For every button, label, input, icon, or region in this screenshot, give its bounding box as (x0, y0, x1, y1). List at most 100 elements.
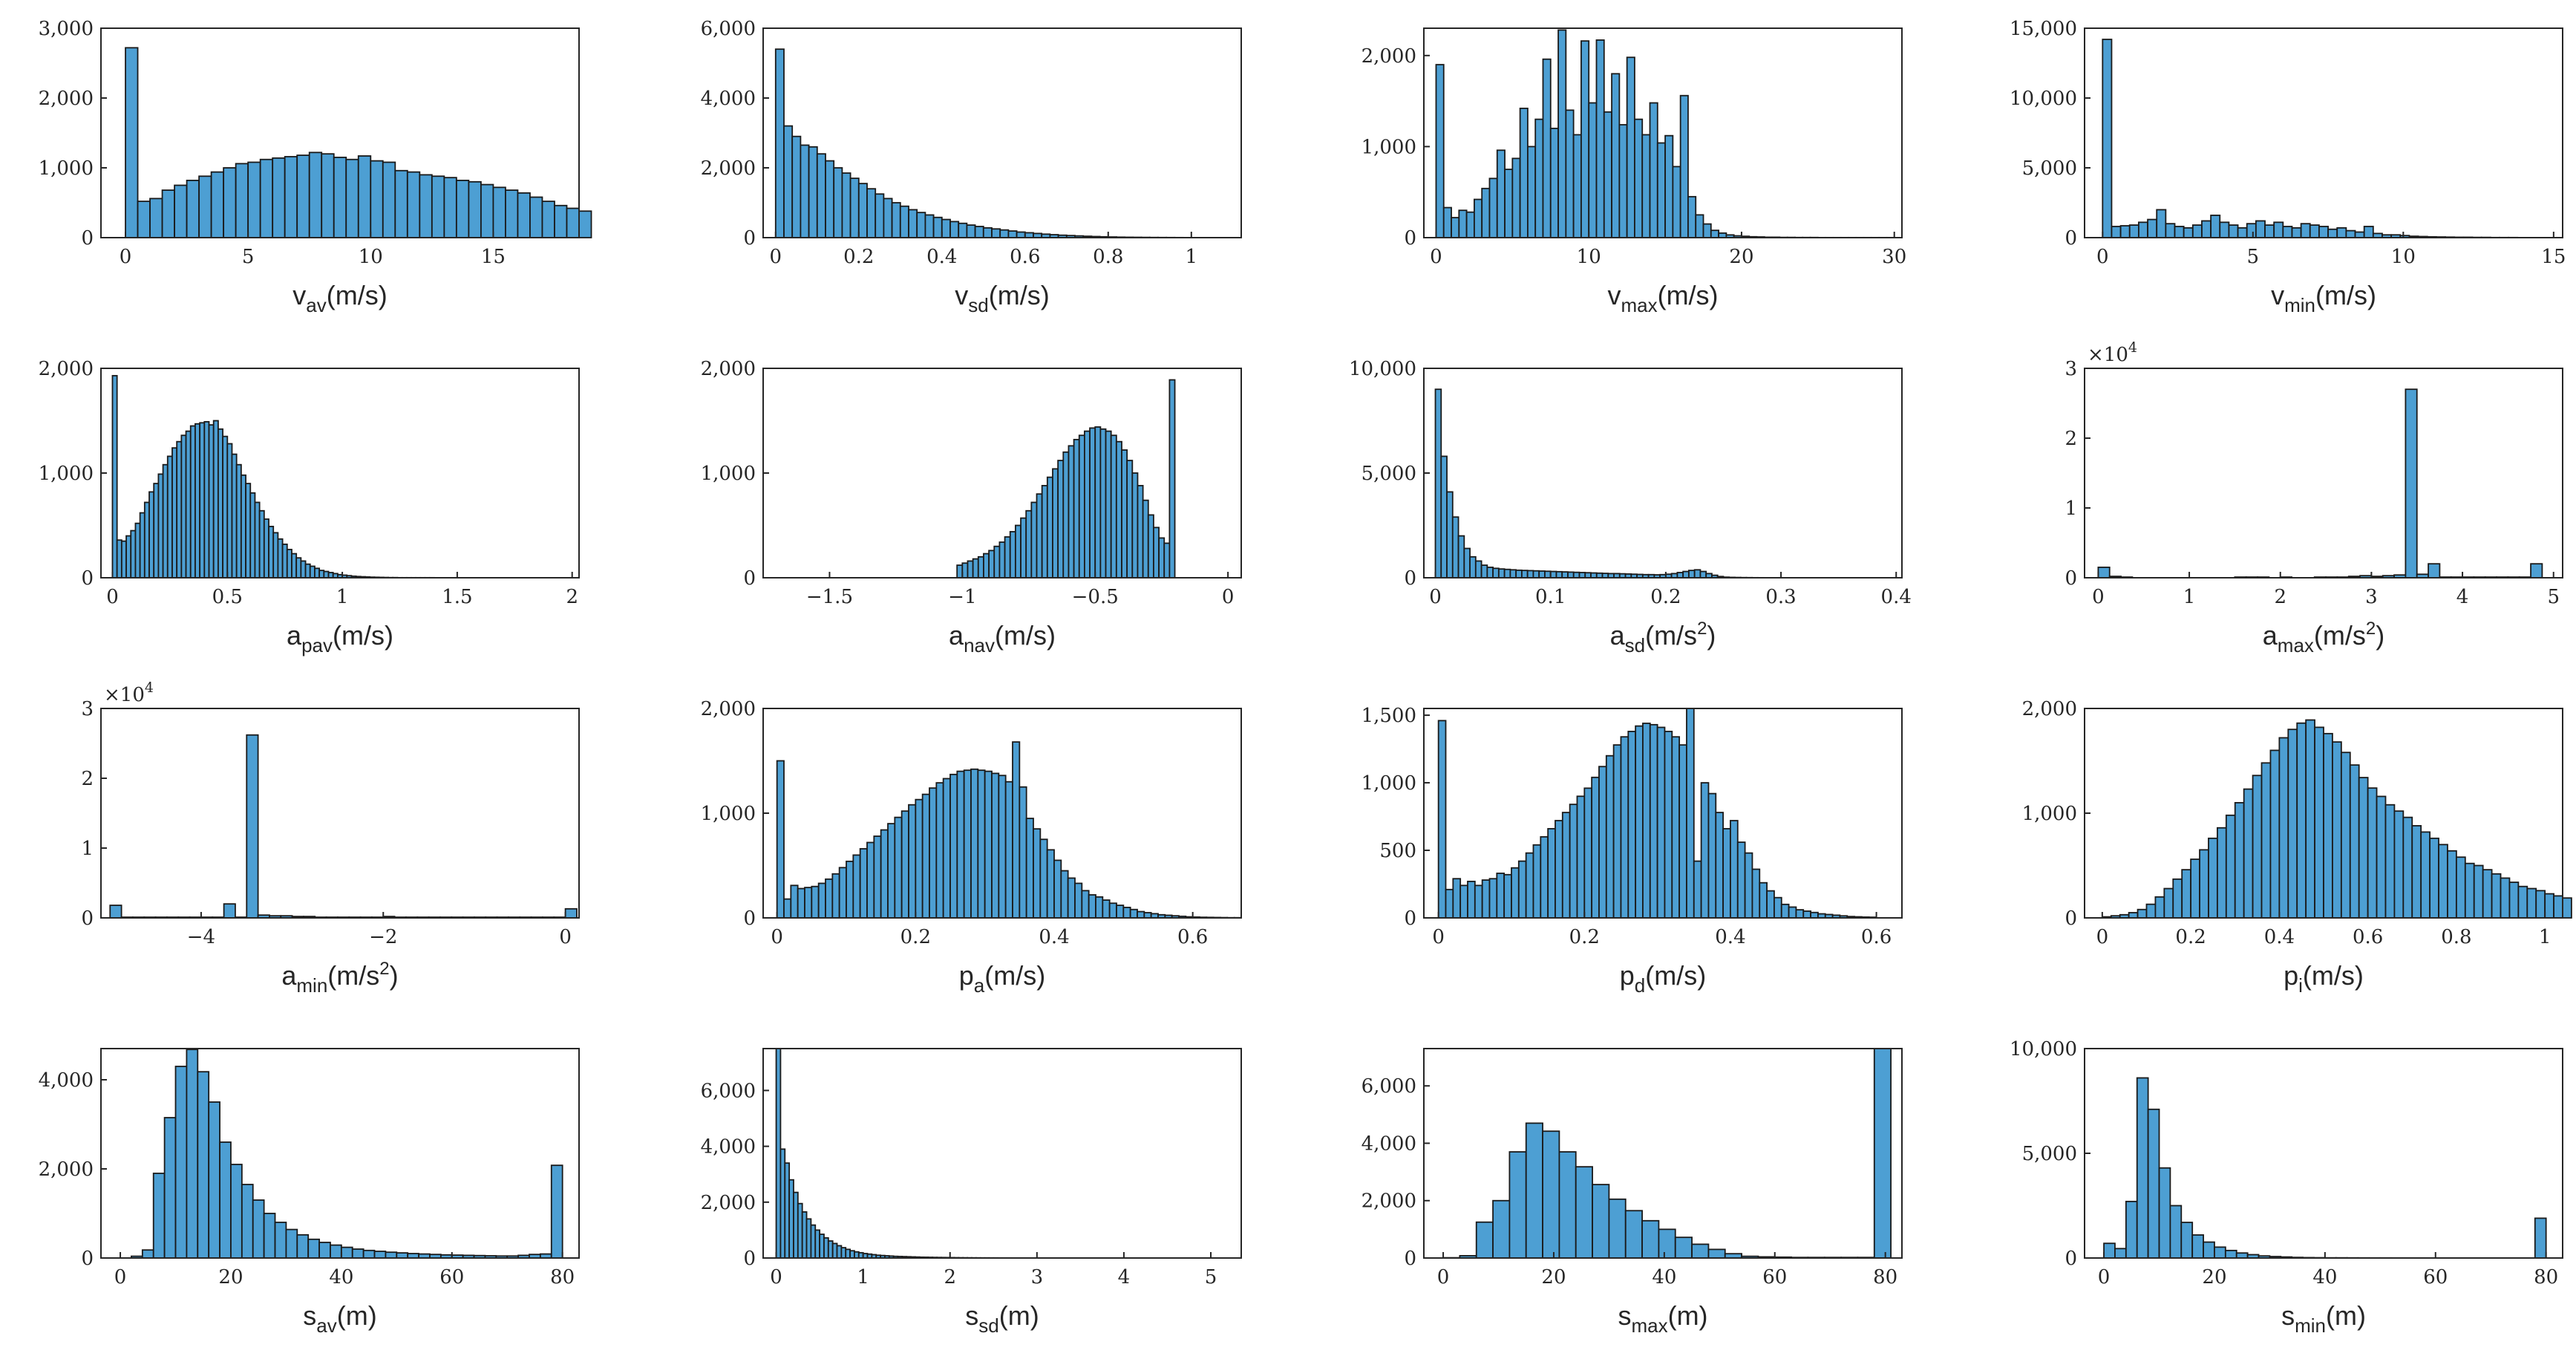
y-tick-label: 1,000 (2022, 803, 2077, 825)
histogram-panel-12: 0 20 40 60 80 0 2,000 4,000 sav(m) (39, 1048, 580, 1337)
histogram-panel-9: 0 0.2 0.4 0.6 0 1,000 2,000 pa(m/s) (701, 698, 1242, 997)
histogram-bar (116, 539, 122, 579)
y-tick-label: 4,000 (1361, 1132, 1416, 1155)
histogram-bar (1624, 1210, 1643, 1259)
histogram-bar (1014, 524, 1021, 579)
histogram-bar (194, 423, 201, 579)
histogram-bar (1538, 570, 1546, 579)
x-axis-label: pd(m/s) (1620, 960, 1706, 997)
x-tick-label: 0 (1429, 586, 1442, 608)
histogram-bar (1153, 527, 1160, 579)
histogram-bar (838, 867, 847, 919)
histogram-bar (2553, 895, 2563, 919)
histogram-bar (1465, 211, 1475, 238)
histogram-bar (1561, 571, 1569, 579)
histogram-bar (1730, 820, 1739, 919)
histogram-bar (1572, 571, 1580, 579)
histogram-bar (1508, 1151, 1527, 1259)
histogram-bar (210, 171, 225, 238)
histogram-bar (208, 424, 215, 579)
histogram-bar (1122, 907, 1131, 919)
histogram-bar (1504, 169, 1514, 238)
histogram-bar (2181, 869, 2192, 919)
histogram-bar (1480, 564, 1488, 579)
histogram-bar (109, 905, 122, 919)
x-tick-label: 40 (2312, 1266, 2337, 1288)
histogram-bar (2562, 897, 2572, 919)
histogram-bar (958, 222, 968, 238)
histogram-bar (1030, 501, 1038, 579)
histogram-bar (2225, 814, 2236, 919)
histogram-bar (880, 829, 889, 919)
histogram-bar (1036, 493, 1043, 579)
histogram-panel-13: 0 1 2 3 4 5 0 2,000 4,000 6,000 ssd(m) (701, 1048, 1242, 1337)
histogram-bar (1626, 56, 1635, 238)
histogram-bar (811, 885, 820, 919)
x-tick-label: −0.5 (1072, 586, 1119, 608)
histogram-bar (1555, 570, 1563, 579)
histogram-bar (2291, 226, 2302, 238)
x-tick-label: 60 (1762, 1266, 1787, 1288)
histogram-bar (1642, 723, 1651, 919)
histogram-bar (2158, 1167, 2171, 1259)
histogram-bar (1873, 1048, 1892, 1259)
y-tick-label: 1,000 (39, 463, 94, 485)
histogram-bar (1492, 1199, 1511, 1259)
y-tick-label: 0 (1404, 1248, 1416, 1270)
histogram-bar (1474, 560, 1482, 579)
histogram-bar (1451, 516, 1459, 579)
histogram-bar (2349, 764, 2360, 919)
histogram-bar (1766, 890, 1775, 919)
histogram-bar (2309, 224, 2320, 238)
histogram-bar (2154, 896, 2165, 919)
histogram-bar (1679, 94, 1689, 238)
x-tick-label: 4 (2456, 586, 2469, 608)
histogram-bar (235, 163, 249, 238)
y-tick-label: 10,000 (2010, 88, 2077, 110)
histogram-bar (1525, 1122, 1543, 1259)
x-tick-label: 30 (1882, 246, 1906, 268)
histogram-bar (2273, 221, 2284, 238)
histogram-bar (1672, 166, 1681, 238)
histogram-bar (1486, 567, 1494, 579)
y-tick-label: 0 (1404, 907, 1416, 930)
x-tick-label: 0 (1432, 926, 1445, 948)
y-tick-label: 4,000 (39, 1069, 94, 1092)
histogram-bar (825, 160, 835, 238)
histogram-bar (2314, 726, 2324, 919)
histogram-bar (139, 512, 146, 579)
histogram-bar (492, 186, 506, 238)
y-tick-label: 2,000 (39, 88, 94, 110)
axes-frame (100, 27, 580, 238)
histogram-bar (2420, 831, 2431, 919)
histogram-bar (517, 192, 531, 238)
histogram-bar (1073, 438, 1080, 579)
histogram-bar (2119, 225, 2131, 238)
histogram-bar (921, 793, 930, 919)
x-tick-label: 0.4 (1039, 926, 1069, 948)
y-tick-label: 3,000 (39, 18, 94, 40)
histogram-bar (977, 769, 986, 919)
histogram-bar (180, 434, 187, 579)
histogram-bar (2156, 209, 2167, 238)
histogram-bar (1509, 569, 1517, 579)
histogram-bar (2384, 804, 2396, 919)
histogram-bar (1565, 109, 1575, 238)
histogram-bar (263, 1213, 276, 1259)
histogram-bar (1788, 906, 1797, 919)
histogram-bar (186, 180, 200, 238)
x-tick-label: 80 (2534, 1266, 2558, 1288)
histogram-bar (1634, 118, 1644, 238)
histogram-bar (1561, 812, 1571, 919)
histogram-bar (2376, 795, 2387, 919)
histogram-bar (998, 541, 1006, 579)
histogram-bar (1445, 888, 1454, 919)
histogram-bar (956, 564, 964, 579)
histogram-bar (1557, 29, 1567, 238)
y-tick-label: 5,000 (1361, 463, 1416, 485)
histogram-bar (1440, 455, 1448, 579)
y-tick-label: 2,000 (2022, 698, 2077, 720)
x-tick-label: −1.5 (806, 586, 853, 608)
histogram-panel-5: −1.5 −1 −0.5 0 0 1,000 2,000 anav(m/s) (701, 358, 1242, 656)
histogram-bar (1121, 449, 1128, 579)
